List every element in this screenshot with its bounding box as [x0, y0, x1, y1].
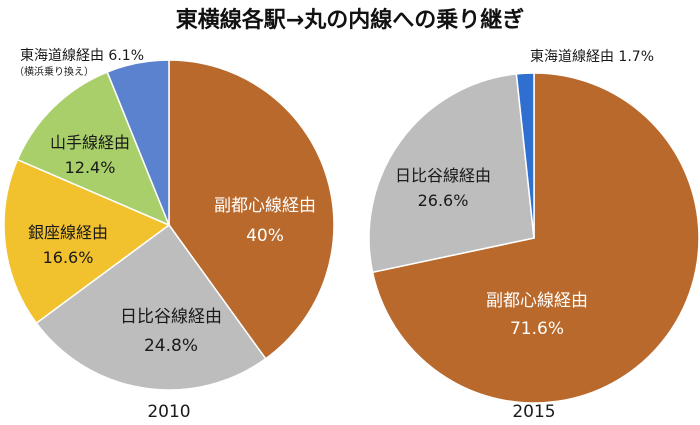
pie-slice [106, 59, 170, 226]
pie-slice [371, 72, 700, 404]
slice-label: 山手線経由 [50, 133, 130, 152]
pie-slice [515, 72, 535, 239]
slice-label: 東海道線経由 1.7% [530, 49, 654, 65]
pie-slice [3, 158, 171, 325]
pie-slice [35, 223, 267, 391]
slice-value-label: 40% [246, 226, 284, 246]
slice-label: 日比谷線経由 [395, 166, 491, 185]
pie-slice [16, 71, 171, 227]
pie-slice [168, 59, 335, 360]
year-label: 2010 [147, 402, 190, 422]
slice-value-label: 12.4% [65, 158, 116, 177]
slice-value-label: 26.6% [418, 191, 469, 210]
slice-label: 日比谷線経由 [120, 307, 222, 327]
slice-value-label: 71.6% [510, 319, 564, 339]
slice-value-label: 16.6% [43, 248, 94, 267]
pie-chart-2015: 副都心線経由 71.6% 日比谷線経由 26.6% 東海道線経由 1.7% 2015 [368, 49, 700, 422]
year-label: 2015 [512, 402, 555, 422]
chart-title: 東横線各駅→丸の内線への乗り継ぎ [176, 7, 524, 33]
slice-label: 副都心線経由 [486, 291, 588, 311]
slice-value-label: 24.8% [144, 336, 198, 356]
slice-label: 東海道線経由 6.1% [20, 48, 144, 64]
slice-label: 副都心線経由 [214, 196, 316, 216]
slice-note: （横浜乗り換え） [14, 65, 94, 78]
slice-label: 銀座線経由 [28, 223, 108, 242]
pie-layer: 副都心線経由 40% 日比谷線経由 24.8% 銀座線経由 16.6% 山手線経由 12.4%… [3, 48, 700, 422]
pie-slice [368, 73, 535, 274]
pie-chart-2010: 副都心線経由 40% 日比谷線経由 24.8% 銀座線経由 16.6% 山手線経由 12.4%… [3, 48, 335, 422]
